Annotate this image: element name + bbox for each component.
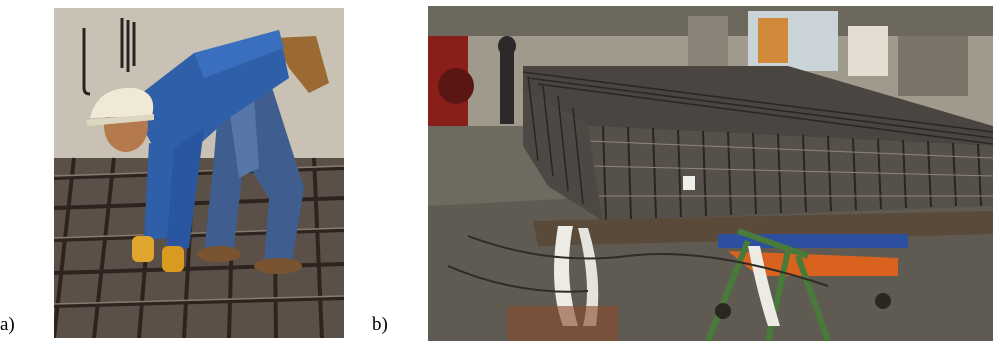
panel-label-a: a)	[0, 314, 15, 335]
photo-panel-b	[428, 6, 993, 341]
worker-rebar-photo	[54, 8, 344, 338]
photo-panel-a	[54, 8, 344, 338]
rebar-cage-workshop-photo	[428, 6, 993, 341]
panel-label-b: b)	[372, 314, 388, 335]
